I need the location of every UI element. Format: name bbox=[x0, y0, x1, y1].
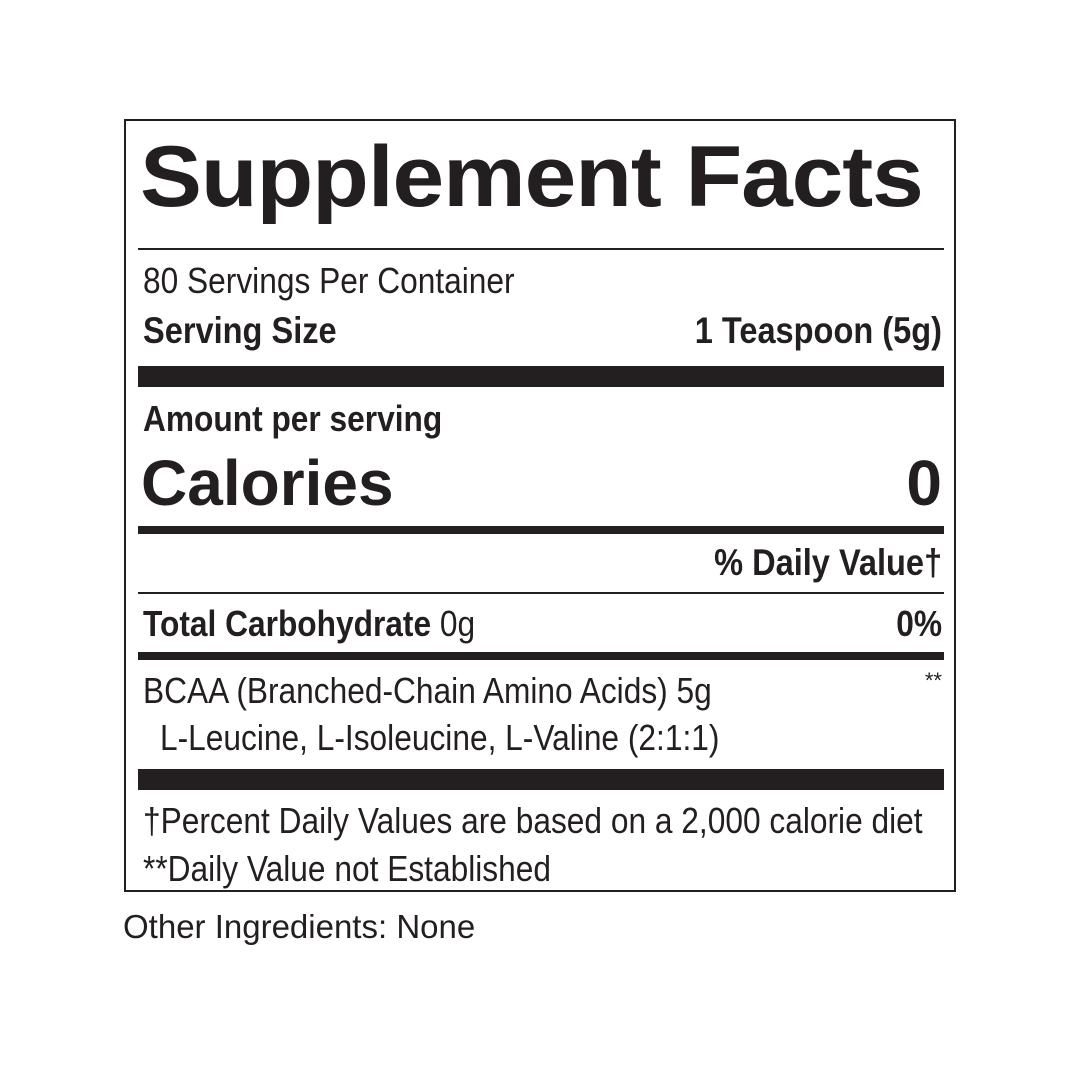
nutrient-dv: 0% bbox=[896, 603, 942, 644]
thick-divider bbox=[138, 769, 944, 790]
serving-size-label: Serving Size bbox=[143, 310, 337, 351]
servings-per-container: 80 Servings Per Container bbox=[143, 260, 515, 301]
bcaa-name: BCAA (Branched-Chain Amino Acids) 5g bbox=[143, 670, 712, 711]
serving-size-value: 1 Teaspoon (5g) bbox=[694, 310, 942, 351]
divider bbox=[138, 248, 944, 250]
panel-title: Supplement Facts bbox=[140, 129, 924, 225]
calories-value: 0 bbox=[906, 447, 942, 519]
medium-divider bbox=[138, 526, 944, 534]
bcaa-sub: L-Leucine, L-Isoleucine, L-Valine (2:1:1… bbox=[160, 717, 720, 758]
supplement-facts-panel bbox=[124, 119, 956, 892]
amount-per-serving: Amount per serving bbox=[143, 398, 443, 439]
footnote-not-established: **Daily Value not Established bbox=[143, 848, 551, 889]
divider bbox=[138, 592, 944, 594]
bcaa-dv: ** bbox=[924, 668, 942, 693]
nutrient-row: Total Carbohydrate 0g bbox=[143, 603, 475, 645]
thick-divider bbox=[138, 366, 944, 387]
nutrient-amount: 0g bbox=[439, 603, 476, 644]
calories-label: Calories bbox=[141, 447, 394, 519]
footnote-daily-value: †Percent Daily Values are based on a 2,0… bbox=[143, 800, 923, 841]
other-ingredients: Other Ingredients: None bbox=[123, 908, 476, 945]
medium-divider bbox=[138, 652, 944, 660]
nutrient-name: Total Carbohydrate bbox=[143, 603, 432, 644]
daily-value-header: % Daily Value† bbox=[713, 542, 942, 583]
